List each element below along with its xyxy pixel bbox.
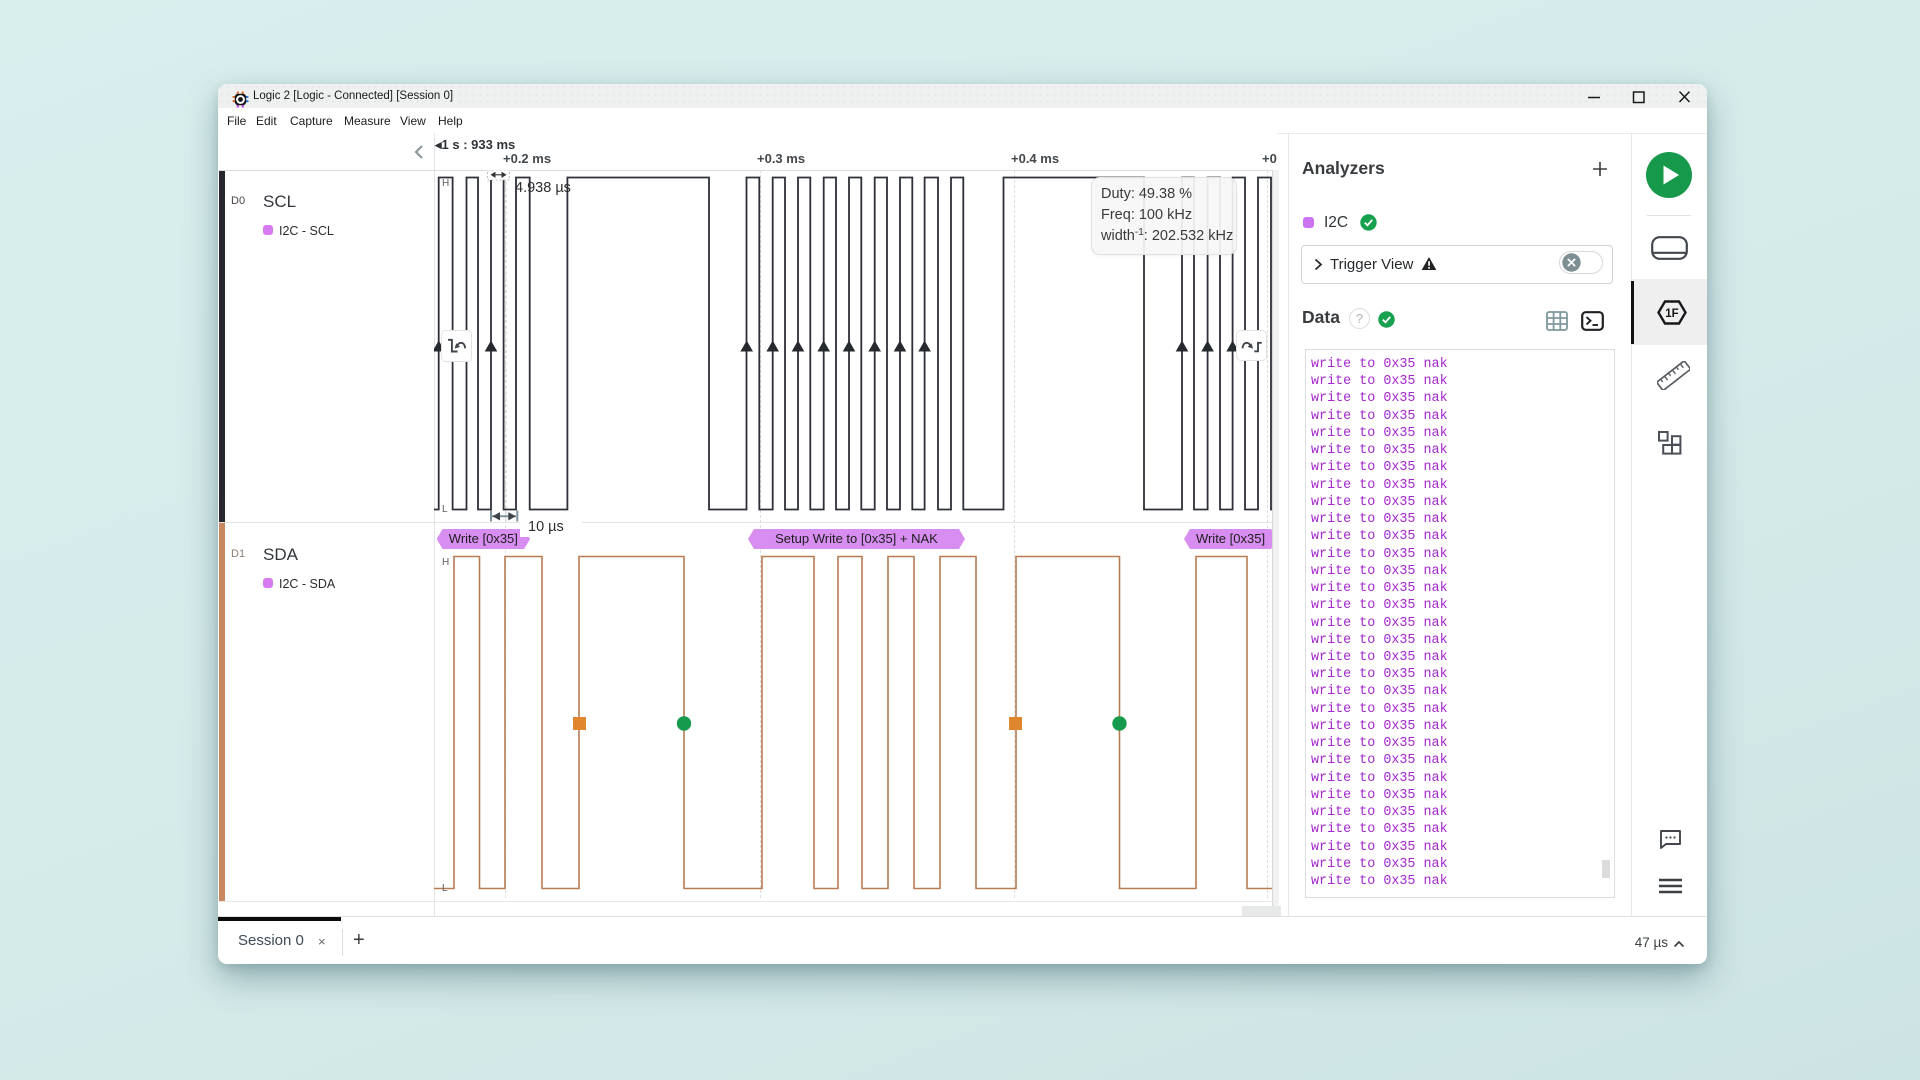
svg-text:1F: 1F xyxy=(1665,308,1678,320)
svg-text:L: L xyxy=(442,883,448,894)
svg-text:L: L xyxy=(442,504,448,515)
svg-text:H: H xyxy=(442,178,449,189)
svg-text:H: H xyxy=(442,557,449,568)
